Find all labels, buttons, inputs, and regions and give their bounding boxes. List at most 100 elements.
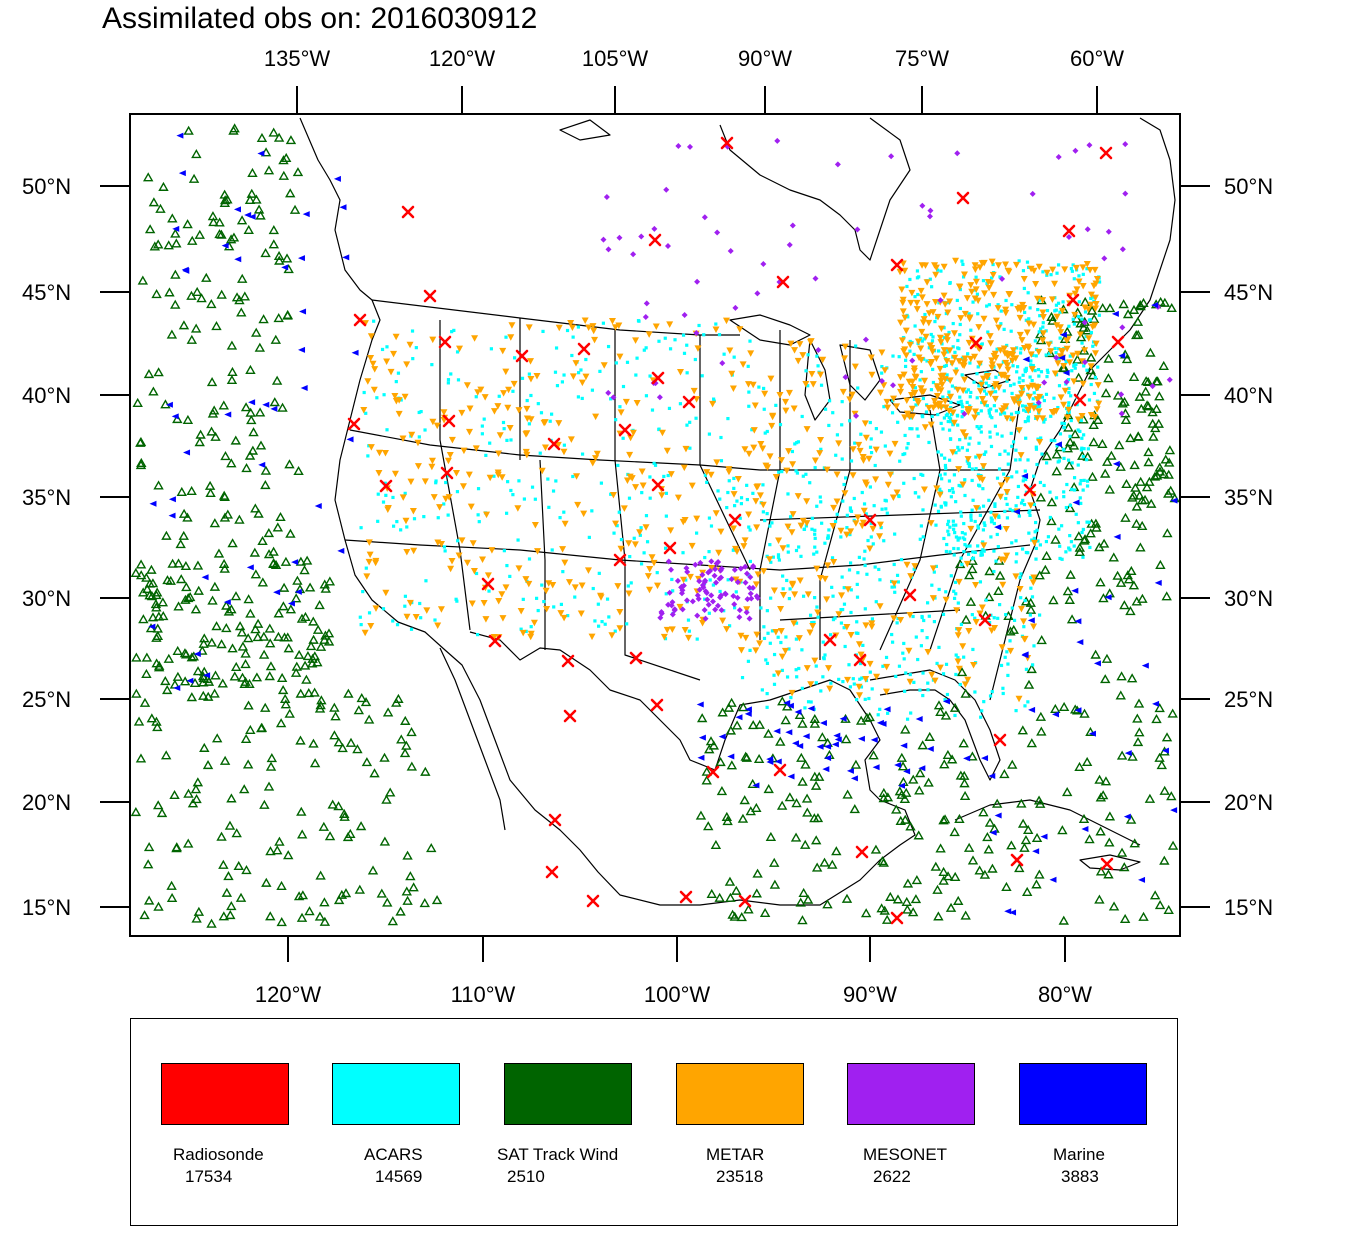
acars-marker <box>944 549 948 554</box>
marine-marker <box>942 698 950 705</box>
sat-track-wind-marker <box>1095 577 1106 587</box>
legend-count: 2622 <box>873 1167 911 1186</box>
acars-marker <box>517 479 521 483</box>
acars-marker <box>442 502 446 506</box>
sat-track-wind-marker <box>1094 542 1105 552</box>
sat-track-wind-marker <box>245 364 256 374</box>
acars-marker <box>546 477 550 481</box>
acars-marker <box>787 596 791 601</box>
sat-track-wind-marker <box>188 651 200 661</box>
acars-marker <box>947 428 952 432</box>
acars-marker <box>808 481 812 485</box>
metar-marker <box>1018 390 1026 398</box>
sat-track-wind-marker <box>935 706 946 717</box>
mesonet-marker <box>744 596 751 603</box>
marine-marker <box>839 715 847 722</box>
acars-marker <box>1022 502 1027 507</box>
sat-track-wind-marker <box>367 865 379 875</box>
sat-track-wind-marker <box>143 895 155 905</box>
acars-marker <box>890 632 894 637</box>
metar-marker <box>717 528 725 536</box>
sat-track-wind-marker <box>1020 835 1032 845</box>
mesonet-marker <box>1063 378 1070 385</box>
metar-marker <box>1002 403 1010 410</box>
acars-marker <box>934 523 938 527</box>
metar-marker <box>950 330 958 337</box>
acars-marker <box>1003 655 1007 659</box>
metar-marker <box>646 565 654 573</box>
acars-marker <box>1085 484 1090 488</box>
metar-marker <box>470 567 478 575</box>
acars-marker <box>1024 409 1028 414</box>
radiosonde-marker <box>442 414 456 428</box>
metar-marker <box>849 472 857 479</box>
acars-marker <box>948 550 952 554</box>
acars-marker <box>1091 295 1095 299</box>
metar-marker <box>778 653 786 661</box>
acars-marker <box>1006 673 1010 678</box>
mesonet-marker <box>748 595 755 602</box>
acars-marker <box>925 636 929 640</box>
metar-marker <box>929 565 937 572</box>
acars-marker <box>1024 667 1029 671</box>
sat-track-wind-marker <box>225 234 237 244</box>
sat-track-wind-marker <box>281 253 293 263</box>
coastline-path <box>559 119 611 141</box>
acars-marker <box>1002 472 1006 476</box>
metar-marker <box>897 388 905 396</box>
metar-marker <box>1092 340 1100 348</box>
acars-marker <box>732 504 737 508</box>
sat-track-wind-marker <box>276 672 288 682</box>
metar-marker <box>414 463 422 470</box>
acars-marker <box>981 279 986 283</box>
metar-marker <box>959 429 967 436</box>
radiosonde-marker <box>863 513 877 527</box>
mesonet-marker <box>746 584 753 591</box>
acars-marker <box>816 615 820 619</box>
acars-marker <box>751 491 755 495</box>
sat-track-wind-marker <box>148 197 160 207</box>
sat-track-wind-marker <box>1129 460 1140 470</box>
sat-track-wind-marker <box>942 749 954 760</box>
acars-marker <box>969 513 973 517</box>
metar-marker <box>821 575 829 583</box>
acars-marker <box>970 478 974 483</box>
metar-marker <box>1092 301 1100 308</box>
sat-track-wind-marker <box>902 904 913 914</box>
acars-marker <box>419 409 423 414</box>
acars-marker <box>885 511 889 515</box>
acars-marker <box>1029 363 1033 367</box>
acars-marker <box>969 515 973 519</box>
acars-marker <box>901 651 905 655</box>
acars-marker <box>422 515 426 519</box>
acars-marker <box>1079 418 1083 423</box>
acars-marker <box>802 527 806 531</box>
sat-track-wind-marker <box>1116 847 1128 857</box>
acars-marker <box>732 476 736 481</box>
acars-marker <box>450 330 454 334</box>
mesonet-marker <box>694 278 701 285</box>
sat-track-wind-marker <box>312 624 324 634</box>
metar-marker <box>1003 488 1011 496</box>
sat-track-wind-marker <box>299 660 311 670</box>
metar-marker <box>429 336 437 344</box>
metar-marker <box>1053 322 1061 329</box>
mesonet-marker <box>1101 255 1108 262</box>
top-lon-label: 135°W <box>264 46 331 71</box>
metar-marker <box>1079 380 1087 388</box>
metar-marker <box>931 397 939 405</box>
acars-marker <box>821 675 825 679</box>
sat-track-wind-marker <box>1073 531 1085 541</box>
sat-track-wind-marker <box>797 776 808 786</box>
marine-marker <box>172 225 180 232</box>
sat-track-wind-marker <box>191 286 203 297</box>
acars-marker <box>1080 317 1084 321</box>
acars-marker <box>1061 300 1065 304</box>
metar-marker <box>777 606 785 613</box>
sat-track-wind-marker <box>195 429 206 439</box>
sat-track-wind-marker <box>231 292 243 302</box>
metar-marker <box>751 402 759 410</box>
sat-track-wind-marker <box>201 272 212 282</box>
metar-marker <box>730 491 738 498</box>
marine-marker <box>824 743 832 750</box>
